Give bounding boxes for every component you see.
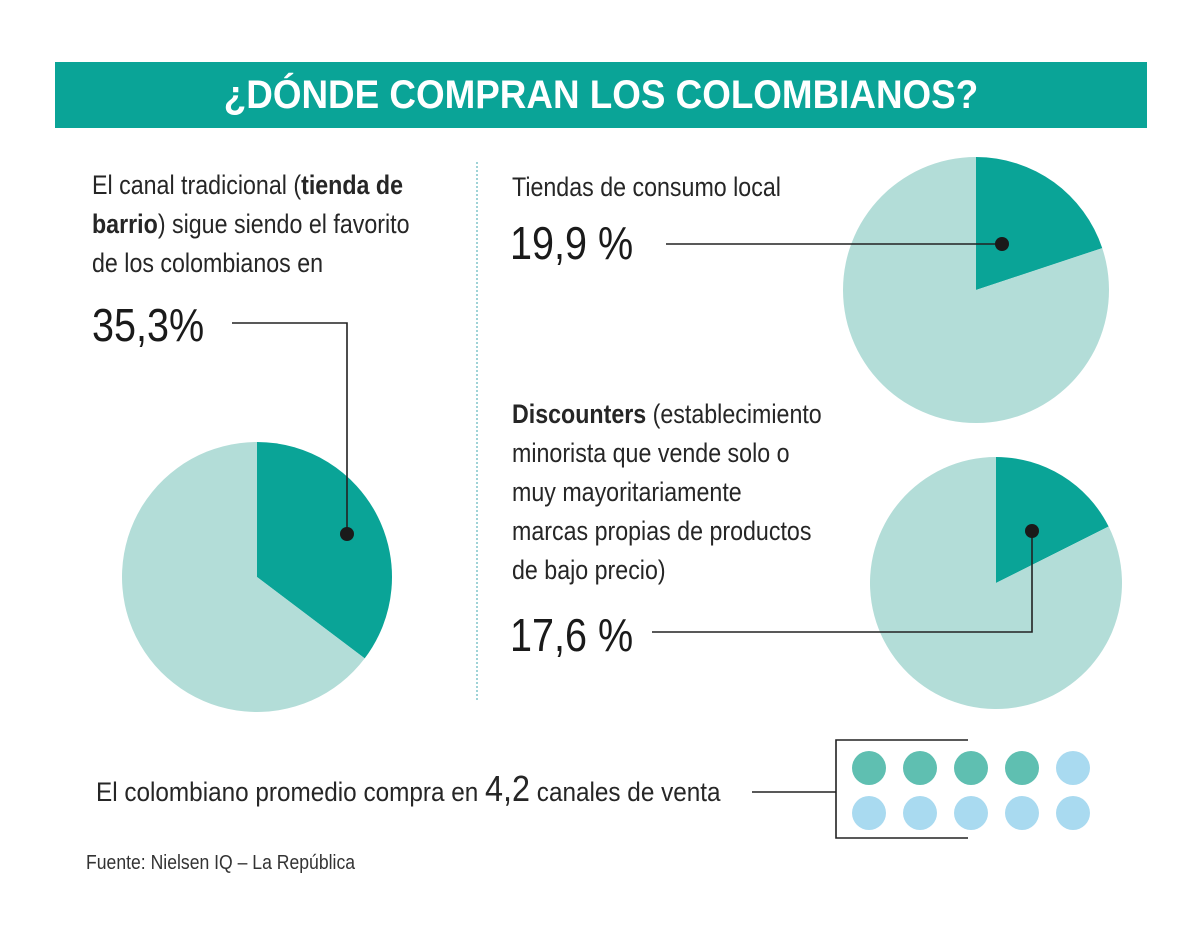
page-title: ¿DÓNDE COMPRAN LOS COLOMBIANOS? bbox=[223, 72, 979, 117]
right-bottom-line-5: de bajo precio) bbox=[512, 555, 666, 585]
right-bottom-line-1: Discounters (establecimiento bbox=[512, 395, 822, 433]
column-divider bbox=[476, 162, 478, 700]
marker-dot-left bbox=[340, 527, 354, 541]
channel-dot-filled bbox=[903, 751, 937, 785]
average-channels-text: El colombiano promedio compra en bbox=[96, 777, 486, 807]
right-top-value-label: 19,9 % bbox=[510, 217, 634, 269]
left-description-line-1: El canal tradicional (tienda de bbox=[92, 166, 403, 204]
left-text-2: ) sigue siendo el favorito bbox=[157, 209, 410, 239]
right-bottom-line-4: marcas propias de productos bbox=[512, 516, 812, 546]
pie-chart-discounters bbox=[869, 457, 1122, 710]
right-bottom-line-2: minorista que vende solo o bbox=[512, 438, 790, 468]
pictogram-dots bbox=[852, 751, 1090, 830]
left-description-line-3: de los colombianos en bbox=[92, 248, 324, 278]
pie-right-top-slice-0 bbox=[976, 157, 1103, 290]
average-channels-number: 4,2 bbox=[485, 768, 531, 809]
average-channels-sentence: El colombiano promedio compra en 4,2 can… bbox=[96, 768, 721, 810]
channel-dot-filled bbox=[954, 751, 988, 785]
left-text: El canal tradicional ( bbox=[92, 170, 302, 200]
channel-dot-empty bbox=[852, 796, 886, 830]
channel-dot-filled bbox=[1005, 751, 1039, 785]
leader-line-left bbox=[232, 322, 348, 534]
pie-chart-tienda-de-barrio bbox=[122, 442, 393, 712]
pictogram-bracket bbox=[835, 739, 968, 839]
channel-dot-empty bbox=[1056, 796, 1090, 830]
left-bold-text-2: barrio bbox=[92, 209, 158, 239]
average-channels-suffix: canales de venta bbox=[530, 777, 721, 807]
pie-chart-consumo-local bbox=[842, 157, 1109, 423]
right-bottom-value-label: 17,6 % bbox=[510, 609, 634, 661]
right-top-label: Tiendas de consumo local bbox=[512, 172, 781, 202]
left-value-label: 35,3% bbox=[92, 299, 205, 351]
channel-dot-filled bbox=[852, 751, 886, 785]
pie-left-slice-0 bbox=[257, 442, 393, 659]
channel-dot-empty bbox=[1005, 796, 1039, 830]
pie-right-bottom-slice-0 bbox=[996, 457, 1109, 583]
right-bottom-bold-text: Discounters bbox=[512, 399, 647, 429]
right-bottom-line-3: muy mayoritariamente bbox=[512, 477, 742, 507]
pie-right-top-slice-1 bbox=[842, 157, 1109, 423]
marker-dot-right-bottom bbox=[1025, 524, 1039, 538]
pie-right-bottom-slice-1 bbox=[869, 457, 1122, 710]
channel-dot-empty bbox=[954, 796, 988, 830]
marker-dot-right-top bbox=[995, 237, 1009, 251]
title-banner: ¿DÓNDE COMPRAN LOS COLOMBIANOS? bbox=[55, 62, 1147, 128]
pie-left-slice-1 bbox=[122, 442, 365, 712]
left-description-line-2: barrio) sigue siendo el favorito bbox=[92, 205, 410, 243]
channel-dot-empty bbox=[903, 796, 937, 830]
left-bold-text: tienda de bbox=[301, 170, 404, 200]
channel-dot-empty bbox=[1056, 751, 1090, 785]
source-note: Fuente: Nielsen IQ – La República bbox=[86, 852, 356, 874]
right-bottom-text: (establecimiento bbox=[646, 399, 822, 429]
